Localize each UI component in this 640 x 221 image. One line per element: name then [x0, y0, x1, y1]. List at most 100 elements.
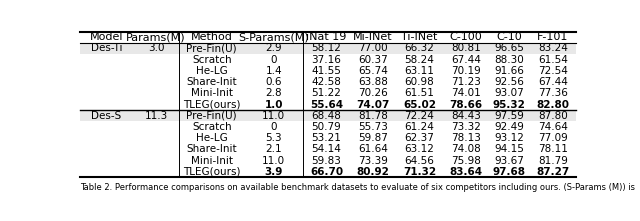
Text: 77.36: 77.36 — [538, 88, 568, 98]
Text: 73.39: 73.39 — [358, 156, 388, 166]
Text: 61.64: 61.64 — [358, 144, 388, 154]
Text: 84.43: 84.43 — [451, 111, 481, 121]
Text: 95.32: 95.32 — [493, 99, 526, 110]
Text: 81.78: 81.78 — [358, 111, 388, 121]
Text: 54.14: 54.14 — [312, 144, 341, 154]
Text: Des-Ti: Des-Ti — [91, 44, 122, 53]
Text: Mini-Init: Mini-Init — [191, 156, 233, 166]
Text: 61.24: 61.24 — [404, 122, 435, 132]
Text: Ti-INet: Ti-INet — [401, 32, 438, 42]
Text: 60.98: 60.98 — [404, 77, 435, 87]
Text: C-100: C-100 — [449, 32, 483, 42]
Text: 87.80: 87.80 — [538, 111, 568, 121]
Text: Share-Init: Share-Init — [186, 144, 237, 154]
Text: He-LG: He-LG — [196, 66, 228, 76]
Text: 78.13: 78.13 — [451, 133, 481, 143]
Text: 66.70: 66.70 — [310, 167, 343, 177]
Text: 80.81: 80.81 — [451, 44, 481, 53]
Text: 81.79: 81.79 — [538, 156, 568, 166]
Text: Method: Method — [191, 32, 233, 42]
Text: 55.64: 55.64 — [310, 99, 343, 110]
Text: S-Params(M): S-Params(M) — [238, 32, 309, 42]
Text: 63.12: 63.12 — [404, 144, 435, 154]
Text: 70.19: 70.19 — [451, 66, 481, 76]
Bar — [80, 43, 576, 54]
Text: 71.23: 71.23 — [451, 77, 481, 87]
Text: iNat 19: iNat 19 — [307, 32, 347, 42]
Text: 71.32: 71.32 — [403, 167, 436, 177]
Text: 42.58: 42.58 — [312, 77, 341, 87]
Text: 93.07: 93.07 — [495, 88, 524, 98]
Text: TLEG(ours): TLEG(ours) — [183, 99, 241, 110]
Text: 62.37: 62.37 — [404, 133, 435, 143]
Text: 93.67: 93.67 — [495, 156, 524, 166]
Text: Scratch: Scratch — [192, 122, 232, 132]
Text: Des-S: Des-S — [92, 111, 122, 121]
Text: Model: Model — [90, 32, 123, 42]
Text: 41.55: 41.55 — [312, 66, 341, 76]
Text: Pre-Fin(U): Pre-Fin(U) — [186, 111, 237, 121]
Text: 11.3: 11.3 — [145, 111, 168, 121]
Text: 61.51: 61.51 — [404, 88, 435, 98]
Text: 92.56: 92.56 — [495, 77, 524, 87]
Text: 74.07: 74.07 — [356, 99, 390, 110]
Text: 97.59: 97.59 — [495, 111, 524, 121]
Text: C-10: C-10 — [497, 32, 522, 42]
Text: Share-Init: Share-Init — [186, 77, 237, 87]
Text: 53.21: 53.21 — [312, 133, 341, 143]
Text: 97.68: 97.68 — [493, 167, 526, 177]
Text: 3.0: 3.0 — [148, 44, 164, 53]
Text: 77.09: 77.09 — [538, 133, 568, 143]
Text: Scratch: Scratch — [192, 55, 232, 65]
Text: 65.02: 65.02 — [403, 99, 436, 110]
Text: 88.30: 88.30 — [495, 55, 524, 65]
Text: Pre-Fin(U): Pre-Fin(U) — [186, 44, 237, 53]
Text: 1.0: 1.0 — [264, 99, 283, 110]
Text: 83.64: 83.64 — [449, 167, 483, 177]
Text: TLEG(ours): TLEG(ours) — [183, 167, 241, 177]
Text: 78.11: 78.11 — [538, 144, 568, 154]
Text: 1.4: 1.4 — [266, 66, 282, 76]
Bar — [80, 110, 576, 121]
Text: 61.54: 61.54 — [538, 55, 568, 65]
Text: 3.9: 3.9 — [264, 167, 283, 177]
Text: 0.6: 0.6 — [266, 77, 282, 87]
Text: 93.12: 93.12 — [495, 133, 524, 143]
Text: Params(M): Params(M) — [126, 32, 186, 42]
Text: 67.44: 67.44 — [451, 55, 481, 65]
Text: 59.87: 59.87 — [358, 133, 388, 143]
Text: 11.0: 11.0 — [262, 111, 285, 121]
Text: 2.8: 2.8 — [266, 88, 282, 98]
Text: 58.24: 58.24 — [404, 55, 435, 65]
Text: Mi-INet: Mi-INet — [353, 32, 393, 42]
Text: 92.49: 92.49 — [495, 122, 524, 132]
Text: 73.32: 73.32 — [451, 122, 481, 132]
Text: 82.80: 82.80 — [536, 99, 569, 110]
Text: 77.00: 77.00 — [358, 44, 388, 53]
Text: 96.65: 96.65 — [495, 44, 524, 53]
Text: 67.44: 67.44 — [538, 77, 568, 87]
Text: Table 2. Performance comparisons on available benchmark datasets to evaluate of : Table 2. Performance comparisons on avai… — [80, 183, 635, 192]
Text: 70.26: 70.26 — [358, 88, 388, 98]
Text: 72.24: 72.24 — [404, 111, 435, 121]
Text: 75.98: 75.98 — [451, 156, 481, 166]
Text: F-101: F-101 — [537, 32, 568, 42]
Text: 66.32: 66.32 — [404, 44, 435, 53]
Text: 80.92: 80.92 — [356, 167, 389, 177]
Text: 55.73: 55.73 — [358, 122, 388, 132]
Text: 63.88: 63.88 — [358, 77, 388, 87]
Text: 37.16: 37.16 — [312, 55, 341, 65]
Text: 63.11: 63.11 — [404, 66, 435, 76]
Text: 78.66: 78.66 — [449, 99, 483, 110]
Text: 74.01: 74.01 — [451, 88, 481, 98]
Text: 50.79: 50.79 — [312, 122, 341, 132]
Text: 2.9: 2.9 — [266, 44, 282, 53]
Text: 65.74: 65.74 — [358, 66, 388, 76]
Text: 74.64: 74.64 — [538, 122, 568, 132]
Text: 58.12: 58.12 — [312, 44, 341, 53]
Text: 74.08: 74.08 — [451, 144, 481, 154]
Text: 5.3: 5.3 — [266, 133, 282, 143]
Text: 68.48: 68.48 — [312, 111, 341, 121]
Text: 64.56: 64.56 — [404, 156, 435, 166]
Text: 11.0: 11.0 — [262, 156, 285, 166]
